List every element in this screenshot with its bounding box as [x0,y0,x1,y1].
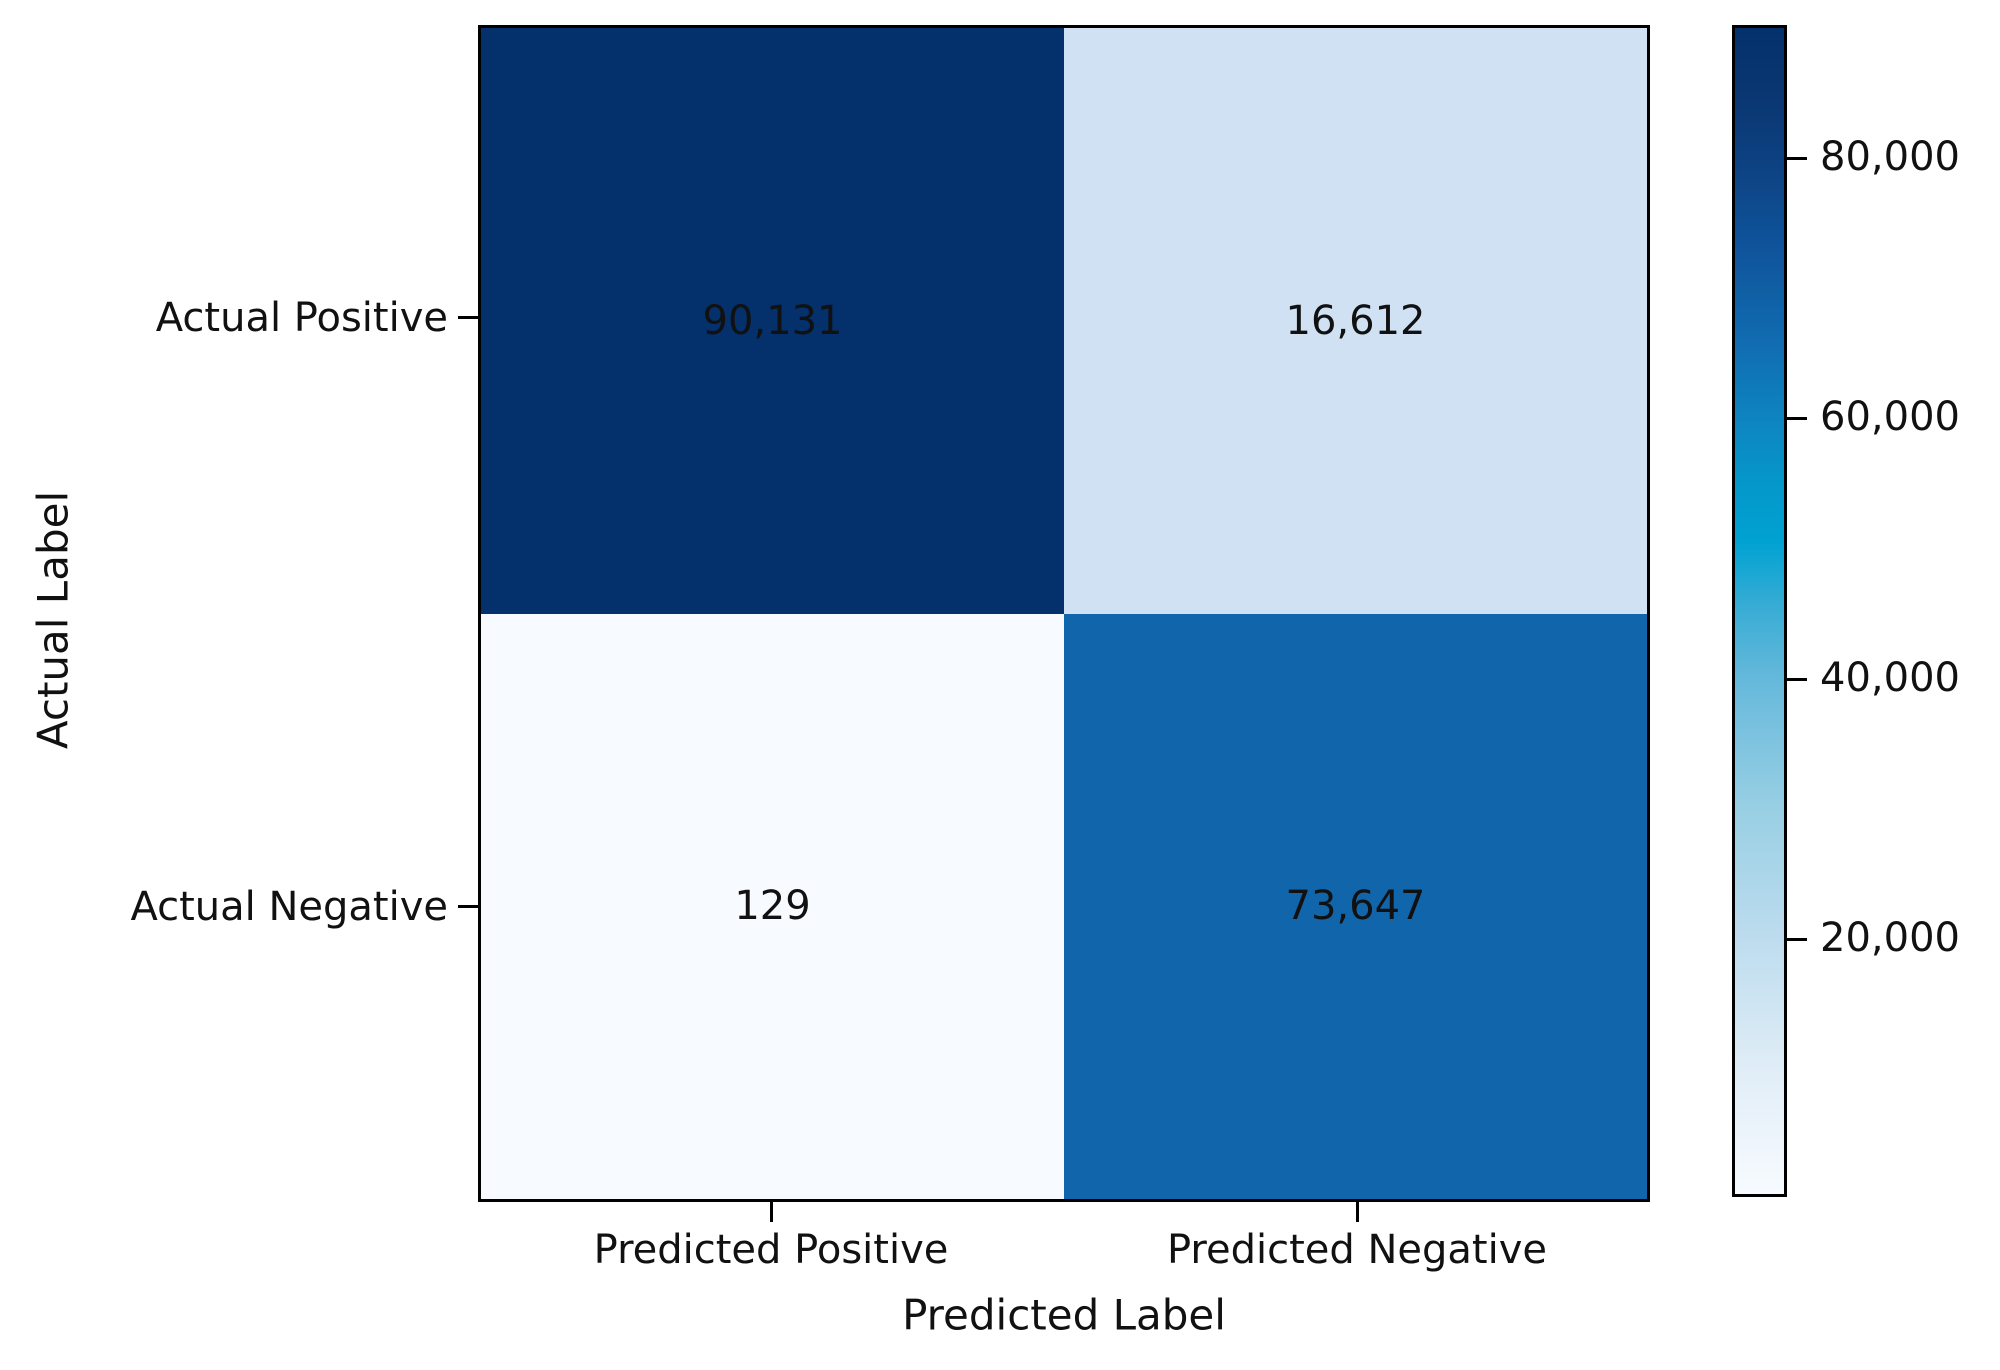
colorbar-tick-label: 80,000 [1820,134,1960,180]
y-axis-title: Actual Label [28,490,78,750]
cell-actual-negative-predicted-positive: 129 [481,613,1064,1199]
colorbar [1732,25,1787,1197]
cell-value: 73,647 [1285,883,1426,930]
colorbar-tick-mark [1787,417,1807,420]
heatmap-grid: 90,131 16,612 129 73,647 [478,25,1650,1202]
colorbar-tick-label: 20,000 [1820,915,1960,961]
cell-value: 90,131 [702,297,843,344]
cell-value: 16,612 [1285,297,1426,344]
colorbar-tick-mark [1787,157,1807,160]
y-tick-mark [458,905,478,908]
colorbar-tick-label: 40,000 [1820,655,1960,701]
colorbar-tick-mark [1787,678,1807,681]
y-tick-mark [458,316,478,319]
x-tick-mark [1356,1202,1359,1222]
y-tick-label-actual-positive: Actual Positive [155,295,448,341]
y-tick-label-actual-negative: Actual Negative [130,884,448,930]
colorbar-tick-mark [1787,938,1807,941]
cell-actual-negative-predicted-negative: 73,647 [1064,613,1647,1199]
colorbar-tick-label: 60,000 [1820,394,1960,440]
x-tick-label-predicted-positive: Predicted Positive [593,1227,949,1273]
cell-actual-positive-predicted-positive: 90,131 [481,28,1064,614]
x-tick-mark [770,1202,773,1222]
x-axis-title: Predicted Label [902,1290,1226,1340]
cell-value: 129 [734,883,811,930]
cell-actual-positive-predicted-negative: 16,612 [1064,28,1647,614]
x-tick-label-predicted-negative: Predicted Negative [1167,1227,1547,1273]
